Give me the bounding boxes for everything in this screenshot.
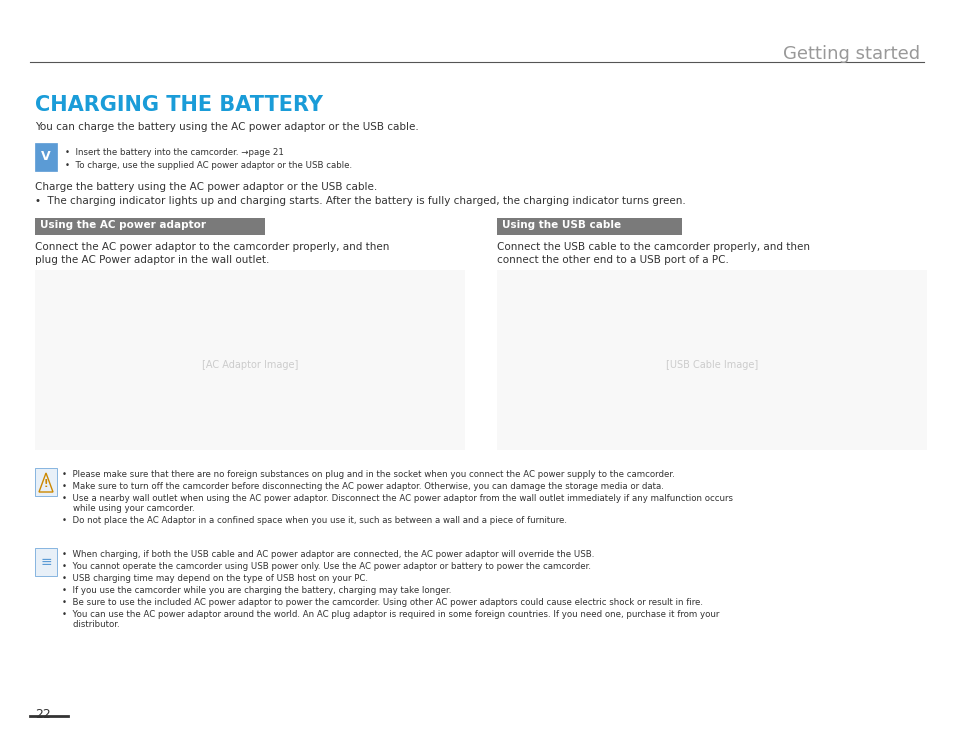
Text: •  Insert the battery into the camcorder. →page 21: • Insert the battery into the camcorder.… <box>65 148 284 157</box>
Text: •  You can use the AC power adaptor around the world. An AC plug adaptor is requ: • You can use the AC power adaptor aroun… <box>62 610 719 619</box>
Text: •  To charge, use the supplied AC power adaptor or the USB cable.: • To charge, use the supplied AC power a… <box>65 161 352 170</box>
Text: connect the other end to a USB port of a PC.: connect the other end to a USB port of a… <box>497 255 728 265</box>
Text: [AC Adaptor Image]: [AC Adaptor Image] <box>202 360 298 370</box>
Text: •  Do not place the AC Adaptor in a confined space when you use it, such as betw: • Do not place the AC Adaptor in a confi… <box>62 516 566 525</box>
FancyBboxPatch shape <box>35 143 57 171</box>
Text: plug the AC Power adaptor in the wall outlet.: plug the AC Power adaptor in the wall ou… <box>35 255 269 265</box>
Text: You can charge the battery using the AC power adaptor or the USB cable.: You can charge the battery using the AC … <box>35 122 418 132</box>
Text: distributor.: distributor. <box>62 620 119 629</box>
FancyBboxPatch shape <box>497 270 926 450</box>
FancyBboxPatch shape <box>497 218 681 235</box>
FancyBboxPatch shape <box>35 548 57 576</box>
Text: •  When charging, if both the USB cable and AC power adaptor are connected, the : • When charging, if both the USB cable a… <box>62 550 594 559</box>
Text: •  USB charging time may depend on the type of USB host on your PC.: • USB charging time may depend on the ty… <box>62 574 368 583</box>
Text: V: V <box>41 150 51 164</box>
Text: Using the USB cable: Using the USB cable <box>501 220 620 230</box>
Text: •  You cannot operate the camcorder using USB power only. Use the AC power adapt: • You cannot operate the camcorder using… <box>62 562 590 571</box>
Text: Using the AC power adaptor: Using the AC power adaptor <box>40 220 206 230</box>
FancyBboxPatch shape <box>35 270 464 450</box>
Text: •  Be sure to use the included AC power adaptor to power the camcorder. Using ot: • Be sure to use the included AC power a… <box>62 598 702 607</box>
Text: !: ! <box>44 479 49 489</box>
FancyBboxPatch shape <box>35 468 57 496</box>
FancyBboxPatch shape <box>35 218 265 235</box>
Text: CHARGING THE BATTERY: CHARGING THE BATTERY <box>35 95 323 115</box>
Text: Connect the USB cable to the camcorder properly, and then: Connect the USB cable to the camcorder p… <box>497 242 809 252</box>
Text: Charge the battery using the AC power adaptor or the USB cable.: Charge the battery using the AC power ad… <box>35 182 376 192</box>
Text: ≡: ≡ <box>40 555 51 569</box>
Text: Connect the AC power adaptor to the camcorder properly, and then: Connect the AC power adaptor to the camc… <box>35 242 389 252</box>
Text: •  Please make sure that there are no foreign substances on plug and in the sock: • Please make sure that there are no for… <box>62 470 674 479</box>
Text: 22: 22 <box>35 708 51 721</box>
Text: •  If you use the camcorder while you are charging the battery, charging may tak: • If you use the camcorder while you are… <box>62 586 451 595</box>
Text: Getting started: Getting started <box>782 45 919 63</box>
Text: •  Make sure to turn off the camcorder before disconnecting the AC power adaptor: • Make sure to turn off the camcorder be… <box>62 482 663 491</box>
Text: while using your camcorder.: while using your camcorder. <box>62 504 194 513</box>
Text: •  The charging indicator lights up and charging starts. After the battery is fu: • The charging indicator lights up and c… <box>35 196 685 206</box>
Text: [USB Cable Image]: [USB Cable Image] <box>665 360 758 370</box>
Text: •  Use a nearby wall outlet when using the AC power adaptor. Disconnect the AC p: • Use a nearby wall outlet when using th… <box>62 494 732 503</box>
